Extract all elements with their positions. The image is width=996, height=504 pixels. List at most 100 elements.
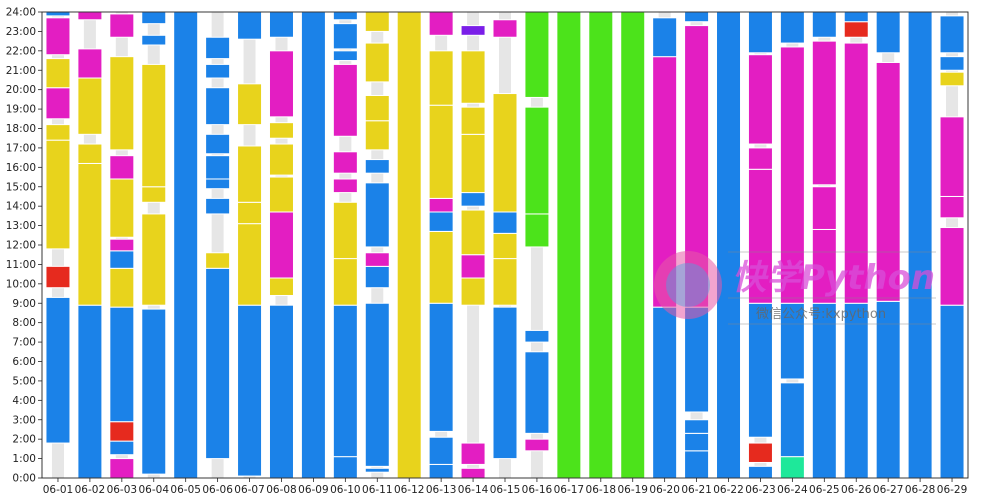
bar-segment-06-14-1	[460, 442, 486, 465]
y-tick-label: 13:00	[6, 220, 36, 232]
y-tick-label: 8:00	[12, 317, 36, 329]
y-tick-label: 17:00	[6, 142, 36, 154]
x-tick-label: 06-23	[745, 484, 776, 496]
bar-segment-06-06-3	[205, 178, 231, 190]
bar-segment-06-03-0	[109, 458, 135, 479]
bar-segment-06-07-5	[237, 11, 263, 40]
bar-segment-06-24-3	[779, 46, 805, 304]
bar-segment-06-01-5	[45, 58, 71, 89]
bar-segment-06-27-0	[875, 300, 901, 479]
bar-segment-06-08-0	[268, 304, 294, 479]
bar-segment-06-02-5	[77, 11, 103, 21]
bar-segment-06-03-9	[109, 56, 135, 151]
bar-segment-06-10-9	[332, 11, 358, 21]
bar-segment-06-10-6	[332, 63, 358, 137]
y-tick-label: 3:00	[12, 414, 36, 426]
bar-segment-06-10-3	[332, 201, 358, 260]
bar-segment-06-28-0	[907, 11, 933, 479]
bar-segment-06-15-2	[492, 232, 518, 260]
x-tick-label: 06-06	[202, 484, 233, 496]
bar-segment-06-07-0	[237, 304, 263, 477]
x-tick-label: 06-16	[522, 484, 553, 496]
bar-segment-06-23-3	[747, 168, 773, 304]
bar-segment-06-24-1	[779, 382, 805, 458]
x-tick-label: 06-04	[139, 484, 170, 496]
bar-segment-06-01-1	[45, 265, 71, 289]
bar-segment-06-05-0	[173, 11, 199, 479]
bar-segment-06-01-7	[45, 11, 71, 17]
bar-segment-06-03-6	[109, 238, 135, 252]
bar-segment-06-25-1	[811, 228, 837, 304]
bar-segment-06-06-8	[205, 36, 231, 60]
bar-segment-06-06-4	[205, 155, 231, 180]
bar-segment-06-06-1	[205, 252, 231, 269]
bar-segment-06-16-5	[524, 11, 550, 98]
x-tick-label: 06-28	[905, 484, 936, 496]
bar-segment-06-06-6	[205, 87, 231, 126]
bar-segment-06-25-0	[811, 302, 837, 479]
bar-segment-06-03-7	[109, 178, 135, 238]
bar-segment-06-18-0	[588, 11, 614, 479]
bar-segment-06-23-1	[747, 442, 773, 463]
bar-segment-06-01-6	[45, 17, 71, 56]
x-tick-label: 06-13	[426, 484, 457, 496]
bar-segment-06-03-4	[109, 267, 135, 308]
bar-segment-06-24-4	[779, 11, 805, 44]
x-tick-label: 06-14	[458, 484, 489, 496]
y-tick-label: 2:00	[12, 434, 36, 446]
bar-segment-06-13-8	[428, 11, 454, 36]
bar-segment-06-06-5	[205, 133, 231, 155]
y-tick-label: 22:00	[6, 45, 36, 57]
bar-segment-06-29-1	[939, 227, 965, 306]
bar-segment-06-16-3	[524, 213, 550, 248]
bar-segment-06-15-4	[492, 93, 518, 213]
bar-segment-06-03-2	[109, 421, 135, 442]
bar-segment-06-11-4	[364, 182, 390, 248]
bar-segment-06-14-9	[460, 25, 486, 36]
y-tick-label: 0:00	[12, 473, 36, 485]
bar-segment-06-08-1	[268, 277, 294, 296]
bar-segment-06-24-2	[779, 302, 805, 380]
bar-segment-06-02-2	[77, 143, 103, 164]
bar-segment-06-14-4	[460, 209, 486, 256]
bar-segment-06-20-2	[652, 17, 678, 58]
bar-segment-06-07-1	[237, 223, 263, 306]
plot-frame	[41, 11, 969, 479]
bar-segment-06-23-4	[747, 147, 773, 170]
x-tick-label: 06-03	[107, 484, 138, 496]
bar-segment-06-26-0	[843, 302, 869, 479]
bar-segment-06-21-1	[684, 432, 710, 452]
bar-segment-06-03-5	[109, 250, 135, 269]
x-tick-label: 06-29	[937, 484, 968, 496]
x-tick-label: 06-12	[394, 484, 425, 496]
y-tick-label: 15:00	[6, 181, 36, 193]
bar-segment-06-06-2	[205, 197, 231, 215]
bar-segment-06-08-6	[268, 50, 294, 118]
bar-segment-06-22-0	[716, 11, 742, 479]
y-tick-label: 20:00	[6, 84, 36, 96]
y-tick-label: 24:00	[6, 7, 36, 19]
x-tick-label: 06-19	[617, 484, 648, 496]
bar-segment-06-29-4	[939, 71, 965, 87]
y-tick-label: 6:00	[12, 356, 36, 368]
y-tick-label: 5:00	[12, 375, 36, 387]
bar-segment-06-10-2	[332, 258, 358, 306]
bar-segment-06-19-0	[620, 11, 646, 479]
bar-segment-06-23-5	[747, 54, 773, 145]
bar-segment-06-02-3	[77, 77, 103, 135]
bar-segment-06-08-7	[268, 11, 294, 38]
y-tick-label: 21:00	[6, 65, 36, 77]
bar-segment-06-08-2	[268, 211, 294, 279]
bar-segment-06-02-1	[77, 162, 103, 306]
bar-segment-06-10-0	[332, 456, 358, 479]
x-tick-label: 06-01	[43, 484, 74, 496]
bar-segment-06-14-0	[460, 467, 486, 479]
bar-segment-06-25-3	[811, 40, 837, 186]
x-tick-label: 06-05	[170, 484, 201, 496]
bar-segment-06-01-0	[45, 296, 71, 444]
bar-segment-06-29-0	[939, 304, 965, 479]
bar-segment-06-10-1	[332, 304, 358, 458]
bar-segment-06-16-0	[524, 438, 550, 452]
watermark-subtitle: 微信公众号:kxpython	[756, 307, 886, 322]
bar-segment-06-21-2	[684, 419, 710, 434]
